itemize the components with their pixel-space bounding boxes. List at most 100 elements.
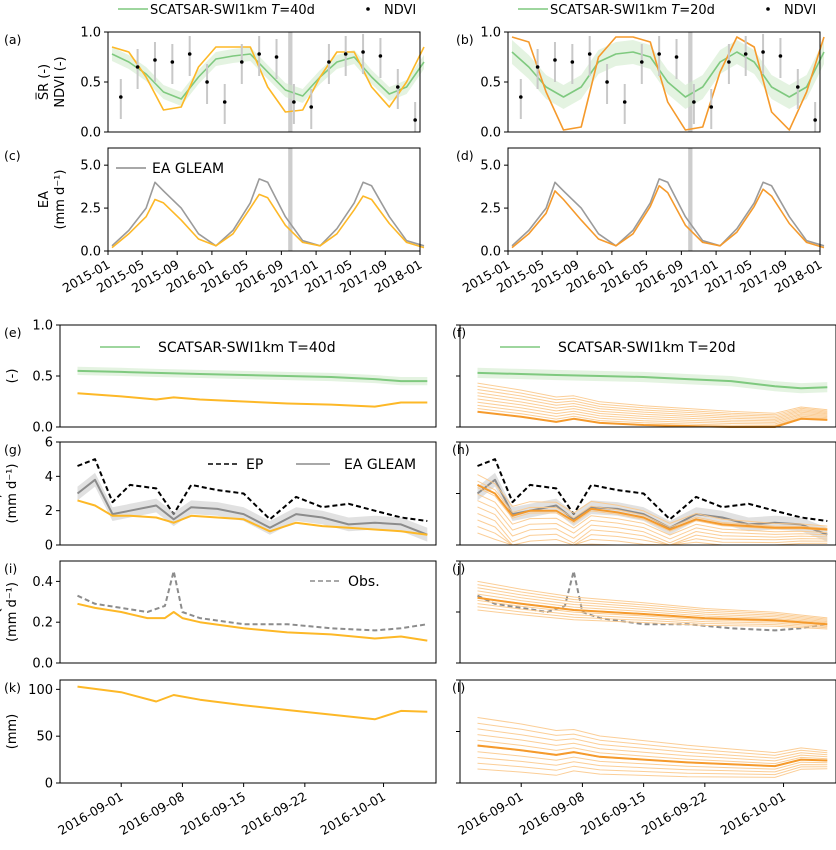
series-model-s-r-line — [477, 410, 828, 428]
ndvi-point — [395, 85, 400, 89]
series-model-ea-ensemble-member — [477, 493, 828, 536]
x-tick-label: 2016-09-08 — [516, 789, 586, 838]
x-tick-label: 2016-09-01 — [455, 789, 525, 838]
ndvi-point — [327, 60, 331, 64]
series-model-ea-ensemble-member — [477, 480, 828, 529]
panel-h: (h) — [452, 441, 836, 546]
series-model-st-ensemble-member — [477, 757, 828, 773]
ndvi-point — [239, 60, 244, 64]
series-model-q-line — [77, 602, 428, 642]
ndvi-point — [743, 52, 748, 56]
y-tick-label: 0.0 — [80, 126, 101, 141]
series-model-ea-ensemble-member — [477, 506, 828, 544]
ndvi-point — [170, 60, 175, 64]
series-model-q-ensemble-member — [477, 587, 828, 621]
y-axis-label: (mm d⁻¹) — [5, 582, 20, 642]
ndvi-point — [135, 65, 140, 69]
ndvi-point — [674, 55, 679, 59]
panel-label: (i) — [4, 561, 17, 576]
series-scatsar-swi1km-t-20d-line — [477, 371, 828, 390]
series-model-st-ensemble-member — [477, 734, 828, 762]
ndvi-point — [553, 58, 557, 62]
series-scatsar-swi1km-t-40d-line — [111, 53, 425, 100]
series-model-st-ensemble-member — [477, 717, 828, 754]
panel-label: (l) — [452, 680, 465, 695]
y-tick-label: 0.4 — [32, 575, 53, 590]
ndvi-point — [222, 100, 227, 104]
panel-j: (j) — [452, 560, 836, 664]
legend-ndvi-label-left: NDVI — [384, 3, 416, 18]
y-axis-label: NDVI (-) — [53, 56, 68, 107]
series-ea-gleam-band — [477, 472, 828, 542]
panel-i: 0.0 0.2 0.4 (i) Q(mm d⁻¹) Obs. — [0, 560, 437, 672]
legend-label: SCATSAR-SWI1km T=20d — [558, 340, 736, 356]
y-tick-label: 0.5 — [80, 76, 101, 91]
y-tick-label: 0 — [45, 777, 53, 792]
series-model-ea-ensemble-member — [477, 513, 828, 546]
legend-label-ep: EP — [246, 457, 263, 473]
ndvi-point — [570, 60, 575, 64]
y-axis-label: S̅R (-) — [36, 64, 52, 100]
legend-label-ea: EA GLEAM — [344, 457, 416, 473]
panel-label: (k) — [4, 680, 21, 695]
ndvi-point — [205, 80, 209, 84]
shaded-period — [688, 148, 693, 251]
series-scatsar-swi1km-t-20d-line — [511, 51, 825, 98]
panel-b: 0.0 0.5 1.0 (b) — [456, 26, 825, 141]
ndvi-point — [274, 55, 279, 59]
series-model-ea-ensemble-member — [477, 487, 828, 532]
y-tick-label: 2.5 — [480, 202, 501, 217]
series-model-q-ensemble-member — [477, 606, 828, 629]
ndvi-point — [778, 54, 783, 58]
y-tick-label: 0.5 — [32, 370, 53, 385]
y-tick-label: 0.2 — [32, 616, 53, 631]
series-model-s-r-ensemble-member — [477, 401, 828, 423]
panel-label: (j) — [452, 561, 465, 576]
series-model-st-line — [77, 685, 428, 721]
panel-c: 0.02.55.02015-012015-052015-092016-01201… — [4, 147, 425, 296]
ndvi-point — [657, 52, 661, 56]
legend-label: EA GLEAM — [152, 161, 224, 177]
y-tick-label: 5.0 — [480, 159, 501, 174]
legend-swi-label-left: SCATSAR-SWI1km T=40d — [150, 3, 315, 18]
shaded-period — [288, 148, 293, 251]
series-ea-gleam-band — [77, 472, 428, 542]
panel-label: (d) — [456, 148, 474, 163]
y-axis-label: ST — [0, 723, 4, 739]
ndvi-point — [795, 85, 800, 89]
panel-d: 0.02.55.02015-012015-052015-092016-01201… — [456, 147, 825, 296]
ndvi-point — [587, 52, 592, 56]
y-axis-label: (mm d⁻¹) — [5, 464, 20, 524]
ndvi-point — [361, 50, 365, 54]
axes-frame — [59, 441, 437, 546]
y-axis-label: (-) — [5, 369, 20, 384]
series-model-q-ensemble-member — [477, 593, 828, 624]
panel-label: (e) — [4, 325, 21, 340]
ndvi-point — [343, 52, 348, 56]
panel-label: (g) — [4, 442, 22, 457]
series-model-ea-ensemble-member — [477, 519, 828, 546]
x-tick-label: 2016-09-08 — [116, 789, 186, 838]
y-axis-label: (mm d⁻¹) — [53, 170, 68, 230]
series-model-s-r-ensemble-member — [477, 382, 828, 414]
ndvi-point — [187, 52, 192, 56]
y-tick-label: 0.0 — [80, 245, 101, 260]
series-model-s-r-line — [111, 46, 425, 113]
y-axis-label: S̅R — [0, 367, 4, 384]
ndvi-point — [813, 118, 817, 122]
series-model-st-ensemble-member — [477, 722, 828, 756]
series-model-s-r-ensemble-member — [477, 389, 828, 417]
panel-label: (a) — [4, 32, 21, 47]
series-model-st-ensemble-member — [477, 762, 828, 776]
y-tick-label: 2 — [45, 504, 53, 519]
y-axis-label: EA — [37, 191, 52, 208]
legend-ndvi-marker-left — [366, 7, 370, 11]
legend-label: Obs. — [348, 574, 380, 590]
series-model-s-r-line — [511, 36, 825, 131]
panel-label: (f) — [452, 325, 466, 340]
series-model-ea-ensemble-member — [477, 500, 828, 540]
legend-label: SCATSAR-SWI1km T=40d — [158, 340, 336, 356]
x-tick-label: 2016-10-01 — [318, 789, 388, 838]
y-axis-label: EP, EA — [0, 473, 4, 515]
